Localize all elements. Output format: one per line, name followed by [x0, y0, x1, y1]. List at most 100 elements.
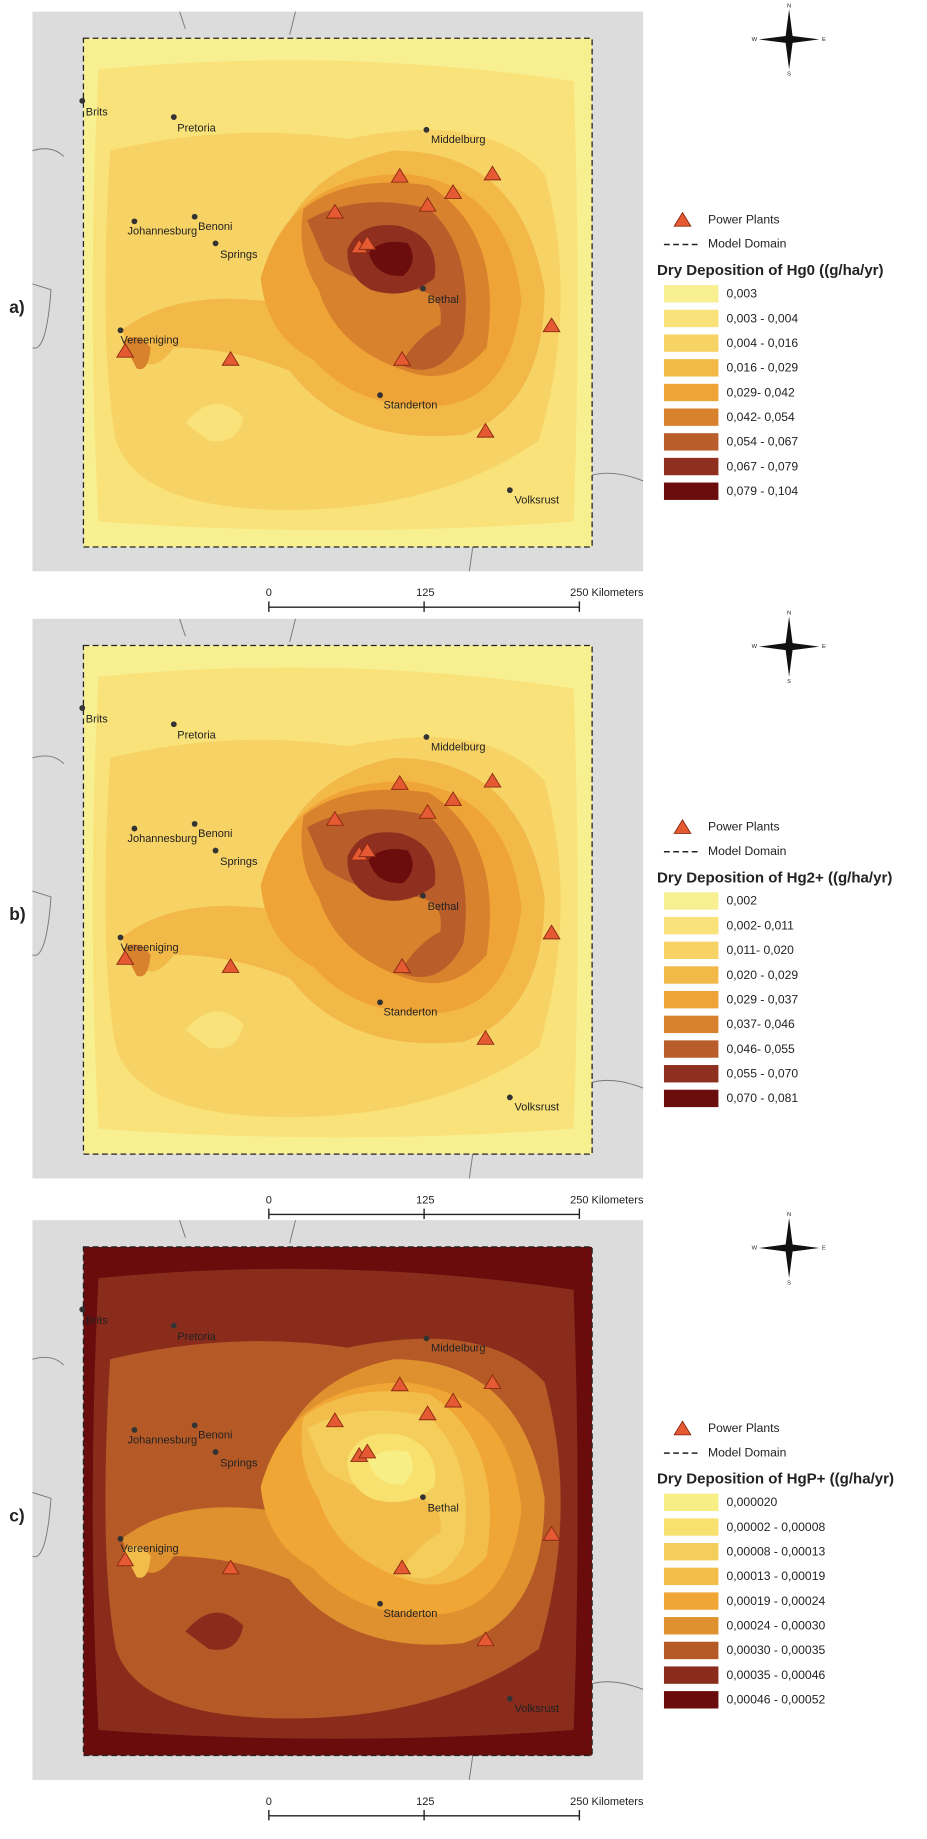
legend-label: 0,042- 0,054 — [727, 410, 796, 424]
legend-triangle — [674, 213, 691, 227]
legend-label: 0,029 - 0,037 — [727, 992, 799, 1006]
legend-label: 0,020 - 0,029 — [727, 968, 799, 982]
scale-label: 0 — [266, 1796, 272, 1808]
city-label: Springs — [220, 249, 258, 261]
compass-letter: W — [752, 1246, 758, 1252]
scale-label: 125 — [416, 1796, 434, 1808]
city-dot — [171, 114, 177, 120]
city-label: Springs — [220, 856, 258, 868]
legend-label: 0,070 - 0,081 — [727, 1091, 799, 1105]
contours — [83, 38, 592, 547]
city-label: Brits — [86, 714, 109, 726]
legend-label: 0,011- 0,020 — [727, 943, 795, 957]
city-dot — [377, 392, 383, 398]
city-dot — [420, 286, 426, 292]
figure: BritsPretoriaMiddelburgJohannesburgBenon… — [0, 0, 927, 1839]
legend-label: 0,00030 - 0,00035 — [727, 1643, 826, 1657]
city-dot — [213, 1449, 219, 1455]
scale-label: 250 Kilometers — [570, 1194, 644, 1206]
legend-label: 0,00002 - 0,00008 — [727, 1520, 826, 1534]
city-label: Johannesburg — [127, 226, 197, 238]
legend-swatch — [664, 1494, 718, 1511]
city-label: Benoni — [198, 828, 232, 840]
legend-label: Model Domain — [708, 1445, 786, 1459]
legend-swatch — [664, 458, 718, 475]
city-dot — [132, 1427, 138, 1433]
compass-letter: E — [822, 644, 826, 650]
legend-swatch — [664, 1543, 718, 1560]
city-dot — [424, 1335, 430, 1341]
legend-swatch — [664, 966, 718, 983]
compass-letter: W — [752, 37, 758, 43]
legend-swatch — [664, 1642, 718, 1659]
scale-bar — [269, 1209, 580, 1219]
city-dot — [171, 1323, 177, 1329]
city-label: Bethal — [428, 1503, 459, 1515]
scale-label: 125 — [416, 587, 434, 599]
compass-letter: N — [787, 3, 791, 9]
legend-label: 0,037- 0,046 — [727, 1017, 796, 1031]
city-dot — [192, 821, 198, 827]
city-label: Benoni — [198, 221, 232, 233]
scale-label: 125 — [416, 1194, 434, 1206]
legend-swatch — [664, 285, 718, 302]
city-label: Standerton — [384, 1608, 438, 1620]
compass-letter: E — [822, 1246, 826, 1252]
city-label: Bethal — [428, 294, 459, 306]
legend-label: 0,003 — [727, 287, 758, 301]
city-dot — [118, 935, 124, 941]
city-dot — [507, 487, 513, 493]
legend-swatch — [664, 1617, 718, 1634]
legend-label: 0,029- 0,042 — [727, 385, 796, 399]
city-dot — [192, 1422, 198, 1428]
city-label: Pretoria — [177, 730, 216, 742]
city-dot — [213, 848, 219, 854]
city-label: Volksrust — [514, 1102, 559, 1114]
legend-title: Dry Deposition of HgP+ ((g/ha/yr) — [657, 1471, 894, 1488]
legend-label: 0,00046 - 0,00052 — [727, 1693, 826, 1707]
legend-swatch — [664, 1518, 718, 1535]
legend-swatch — [664, 1592, 718, 1609]
legend-swatch — [664, 483, 718, 500]
city-label: Pretoria — [177, 123, 216, 135]
city-dot — [507, 1696, 513, 1702]
legend-label: Model Domain — [708, 844, 786, 858]
legend-label: 0,003 - 0,004 — [727, 311, 799, 325]
city-dot — [118, 327, 124, 333]
scale-label: 0 — [266, 1194, 272, 1206]
city-dot — [213, 240, 219, 246]
city-dot — [79, 705, 85, 711]
scale-bar — [269, 601, 580, 611]
scale-label: 0 — [266, 587, 272, 599]
legend-title: Dry Deposition of Hg2+ ((g/ha/yr) — [657, 869, 892, 886]
legend-label: Model Domain — [708, 237, 786, 251]
contours — [83, 645, 592, 1154]
legend-swatch — [664, 310, 718, 327]
legend-label: 0,002 — [727, 894, 758, 908]
city-dot — [424, 127, 430, 133]
legend-swatch — [664, 1016, 718, 1033]
city-dot — [377, 1601, 383, 1607]
legend-swatch — [664, 991, 718, 1008]
compass-letter: S — [787, 679, 791, 685]
city-label: Middelburg — [431, 134, 485, 146]
legend-label: 0,004 - 0,016 — [727, 336, 799, 350]
legend-label: 0,079 - 0,104 — [727, 484, 799, 498]
legend-swatch — [664, 384, 718, 401]
city-label: Volksrust — [514, 1703, 559, 1715]
compass — [759, 9, 819, 69]
legend-label: 0,00024 - 0,00030 — [727, 1619, 826, 1633]
city-dot — [118, 1536, 124, 1542]
city-label: Johannesburg — [127, 833, 197, 845]
legend-label: Power Plants — [708, 1421, 780, 1435]
city-label: Pretoria — [177, 1331, 216, 1343]
compass — [759, 1218, 819, 1278]
legend-label: 0,055 - 0,070 — [727, 1067, 799, 1081]
city-dot — [424, 734, 430, 740]
legend-swatch — [664, 1666, 718, 1683]
legend-swatch — [664, 334, 718, 351]
legend-swatch — [664, 1065, 718, 1082]
scale-label: 250 Kilometers — [570, 1796, 644, 1808]
legend-label: 0,054 - 0,067 — [727, 435, 799, 449]
